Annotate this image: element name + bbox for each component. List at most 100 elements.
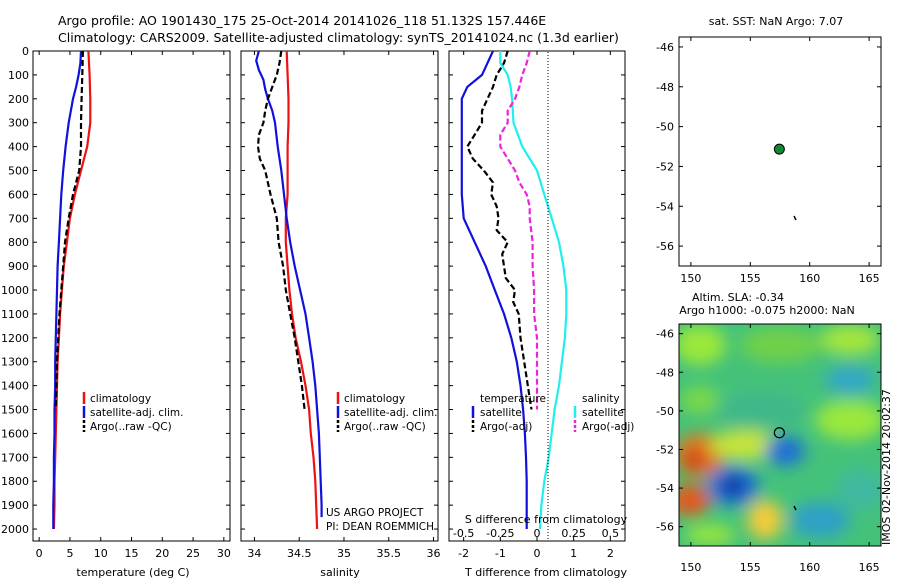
depth-tick-label: 1700: [1, 451, 29, 464]
sla-map-axes: -46 -48 -50 -52 -54 -56 150 155 160 165: [656, 324, 881, 574]
legend-t-satellite-label: satellite: [480, 407, 522, 419]
x-tick-label: 30: [217, 547, 231, 560]
salinity-legend: climatology satellite-adj. clim. Argo(..…: [336, 392, 437, 433]
salinity-profiles: [255, 51, 323, 530]
depth-tick-label: 1200: [1, 332, 29, 345]
x-tick-label: 2: [607, 547, 614, 560]
temperature-x-label: temperature (deg C): [76, 566, 189, 579]
s-diff-tick-label: -0.25: [486, 527, 514, 540]
x-tick-label: 25: [186, 547, 200, 560]
series-line-argo-raw-qc-: [256, 51, 306, 410]
series-line-climatology: [284, 51, 319, 530]
legend-salinity-title: salinity: [582, 393, 620, 405]
legend-satellite-label: satellite-adj. clim.: [344, 407, 437, 419]
depth-tick-label: 1000: [1, 284, 29, 297]
x-tick-label: 36: [427, 547, 441, 560]
lat-tick-label: -56: [656, 521, 674, 534]
x-tick-label: 0: [534, 547, 541, 560]
series-line-argo-raw-qc-: [54, 51, 84, 410]
legend-climatology-label: climatology: [90, 393, 151, 405]
depth-tick-label: 700: [8, 212, 29, 225]
depth-tick-label: 500: [8, 165, 29, 178]
float-track-segment-sla: [793, 505, 797, 511]
series-line-temperature-argo-adj-: [466, 51, 533, 410]
lon-tick-label: 165: [859, 272, 880, 285]
depth-tick-label: 300: [8, 117, 29, 130]
lat-tick-label: -50: [656, 405, 674, 418]
legend-s-argo-label: Argo(-adj): [582, 421, 634, 433]
series-line-salinity-argo-adj-: [499, 51, 539, 410]
lat-tick-label: -52: [656, 160, 674, 173]
s-difference-top-label: S difference from climatology: [465, 513, 628, 526]
legend-t-argo-label: Argo(-adj): [480, 421, 532, 433]
depth-tick-label: 1300: [1, 356, 29, 369]
difference-x-axis: -2 -1 0 1 2 -0.5 -0.25 0 0.25 0.5: [453, 51, 619, 560]
x-tick-label: 34.5: [287, 547, 312, 560]
temperature-x-axis: 0 5 10 15 20 25 30: [36, 51, 231, 560]
s-diff-tick-label: 0.25: [561, 527, 586, 540]
x-tick-label: 35: [337, 547, 351, 560]
legend-s-satellite-label: satellite: [582, 407, 624, 419]
temperature-legend: climatology satellite-adj. clim. Argo(..…: [82, 392, 183, 433]
lat-tick-label: -46: [656, 328, 674, 341]
x-tick-label: 10: [94, 547, 108, 560]
imos-timestamp: IMOS 02-Nov-2014 20:02:37: [880, 389, 893, 545]
series-line-climatology: [52, 51, 92, 530]
lon-tick-label: 165: [859, 561, 880, 574]
depth-tick-label: 1800: [1, 475, 29, 488]
depth-tick-label: 1600: [1, 427, 29, 440]
legend-temperature-title: temperature: [480, 393, 546, 405]
series-line-salinity-satellite: [499, 51, 568, 530]
depth-tick-label: 1500: [1, 404, 29, 417]
lon-tick-label: 155: [740, 561, 761, 574]
lat-tick-label: -50: [656, 121, 674, 134]
series-line-satellite-adj-clim-: [52, 51, 83, 529]
lon-tick-label: 155: [740, 272, 761, 285]
depth-tick-label: 800: [8, 236, 29, 249]
lat-tick-label: -52: [656, 443, 674, 456]
x-tick-label: 5: [66, 547, 73, 560]
header-line-2: Climatology: CARS2009. Satellite-adjuste…: [58, 30, 619, 45]
float-track-segment: [793, 215, 797, 221]
x-tick-label: -1: [495, 547, 506, 560]
legend-argo-label: Argo(..raw -QC): [90, 421, 172, 433]
s-diff-tick-label: 0.5: [602, 527, 620, 540]
depth-tick-label: 400: [8, 141, 29, 154]
argo-position-marker-sla: [773, 427, 785, 439]
lon-tick-label: 160: [799, 272, 820, 285]
sst-map-frame: [678, 36, 882, 267]
temperature-profiles: [52, 51, 92, 530]
lat-tick-label: -56: [656, 240, 674, 253]
lon-tick-label: 150: [680, 561, 701, 574]
difference-panel-frame: [448, 50, 626, 542]
sla-heatmap: [679, 324, 881, 546]
series-line-temperature-satellite: [460, 51, 528, 529]
t-difference-x-label: T difference from climatology: [464, 566, 627, 579]
x-tick-label: 15: [125, 547, 139, 560]
lat-tick-label: -54: [656, 200, 674, 213]
legend-climatology-label: climatology: [344, 393, 405, 405]
salinity-x-label: salinity: [320, 566, 360, 579]
legend-satellite-label: satellite-adj. clim.: [90, 407, 183, 419]
salinity-x-axis: 34 34.5 35 35.5 36: [247, 51, 441, 560]
salinity-panel-frame: [240, 50, 439, 542]
legend-argo-label: Argo(..raw -QC): [344, 421, 426, 433]
sla-map-frame: [678, 323, 882, 547]
s-diff-tick-label: 0: [534, 527, 541, 540]
lat-tick-label: -48: [656, 81, 674, 94]
pi-note: PI: DEAN ROEMMICH: [326, 521, 434, 533]
header-line-1: Argo profile: AO 1901430_175 25-Oct-2014…: [58, 13, 546, 28]
lat-tick-label: -48: [656, 366, 674, 379]
depth-tick-label: 900: [8, 260, 29, 273]
depth-tick-label: 1400: [1, 380, 29, 393]
depth-tick-label: 100: [8, 69, 29, 82]
argo-position-marker: [773, 143, 785, 155]
difference-legend-temperature: temperature satellite Argo(-adj): [471, 393, 546, 433]
x-tick-label: 0: [36, 547, 43, 560]
x-tick-label: 20: [155, 547, 169, 560]
difference-legend-salinity: salinity satellite Argo(-adj): [573, 393, 634, 433]
lat-tick-label: -46: [656, 41, 674, 54]
depth-tick-label: 1100: [1, 308, 29, 321]
sla-map-title-1: Altim. SLA: -0.34: [692, 291, 784, 304]
